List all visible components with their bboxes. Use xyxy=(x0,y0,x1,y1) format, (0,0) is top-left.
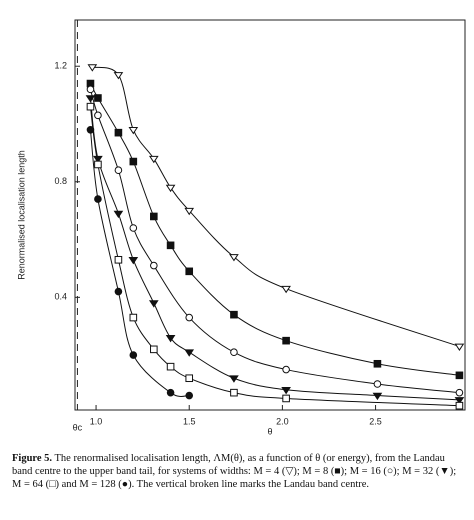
data-point xyxy=(129,224,138,232)
caption-text: The renormalised localisation length, ΛM… xyxy=(12,453,457,490)
x-tick-label: 2.5 xyxy=(369,416,382,426)
data-point xyxy=(86,125,95,134)
data-point xyxy=(184,207,195,216)
data-point xyxy=(94,195,102,203)
data-point xyxy=(150,345,158,354)
x-axis-label: θ xyxy=(267,426,272,436)
data-point xyxy=(373,380,382,388)
data-point xyxy=(454,397,465,405)
data-point xyxy=(150,212,158,221)
data-point xyxy=(281,285,291,294)
data-point xyxy=(229,254,239,262)
data-point xyxy=(455,401,464,410)
data-point xyxy=(113,72,124,80)
data-point xyxy=(150,261,158,270)
series-line xyxy=(89,97,460,401)
series-line xyxy=(89,89,460,394)
data-point xyxy=(114,255,123,264)
x-tick-label: 1.5 xyxy=(183,416,196,426)
data-point xyxy=(129,351,138,359)
annotation: θc xyxy=(73,422,83,432)
data-point xyxy=(230,310,238,319)
data-point xyxy=(128,126,139,135)
data-point xyxy=(94,94,102,102)
data-point xyxy=(229,375,239,383)
plot-frame xyxy=(74,19,466,411)
data-point xyxy=(185,267,194,276)
data-point xyxy=(230,348,238,357)
data-point xyxy=(129,157,138,166)
series-line xyxy=(89,106,460,407)
data-point xyxy=(94,160,102,169)
data-point xyxy=(86,102,95,111)
data-point xyxy=(455,371,464,380)
y-tick-label: 0.4 xyxy=(54,292,67,302)
y-tick-label: 1.2 xyxy=(54,61,67,71)
data-point xyxy=(282,394,290,403)
data-point xyxy=(113,210,124,219)
data-point xyxy=(185,313,194,322)
data-point xyxy=(129,313,138,322)
data-point xyxy=(185,374,194,383)
data-point xyxy=(282,336,290,345)
data-point xyxy=(165,184,176,193)
series-line xyxy=(90,83,460,376)
data-point xyxy=(166,362,175,371)
data-point xyxy=(93,155,103,164)
series-line xyxy=(89,129,190,397)
data-point xyxy=(455,388,464,397)
data-point xyxy=(372,392,383,401)
data-point xyxy=(184,349,195,357)
x-tick-label: 1.0 xyxy=(90,416,103,426)
data-point xyxy=(166,241,175,250)
data-point xyxy=(185,391,194,400)
data-point xyxy=(166,388,175,397)
data-point xyxy=(128,256,139,265)
y-axis-label: Renormalised localisation length xyxy=(16,150,26,280)
data-point xyxy=(114,287,123,296)
data-point xyxy=(94,111,102,120)
x-tick-label: 2.0 xyxy=(276,416,289,426)
data-point xyxy=(148,155,159,164)
data-point xyxy=(281,386,291,395)
data-point xyxy=(86,85,95,94)
data-point xyxy=(373,359,382,368)
data-point xyxy=(165,334,176,343)
caption: Figure 5. The renormalised localisation … xyxy=(12,452,464,491)
chart: θ Renormalised localisation length 1.0 1.… xyxy=(16,19,466,436)
data-point xyxy=(454,343,465,351)
data-point xyxy=(282,365,290,374)
data-point xyxy=(85,95,96,103)
caption-label: Figure 5. xyxy=(12,453,53,464)
series-line xyxy=(92,66,460,347)
data-point xyxy=(230,388,238,397)
y-tick-label: 0.8 xyxy=(54,176,67,186)
data-point xyxy=(148,300,159,308)
data-point xyxy=(114,128,123,137)
data-point xyxy=(87,64,98,72)
data-point xyxy=(114,166,123,175)
